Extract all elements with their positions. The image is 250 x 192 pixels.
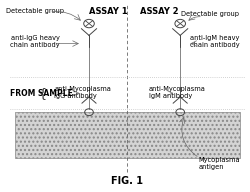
Text: FROM SAMPLE:: FROM SAMPLE: <box>10 89 76 98</box>
Text: anti-Mycoplasma
IgM antibody: anti-Mycoplasma IgM antibody <box>149 86 206 99</box>
Text: FIG. 1: FIG. 1 <box>112 176 144 186</box>
FancyBboxPatch shape <box>14 112 240 158</box>
Text: ASSAY 2: ASSAY 2 <box>140 7 179 16</box>
Text: anti-IgM heavy
chain antibody: anti-IgM heavy chain antibody <box>190 35 240 48</box>
Text: Mycoplasma
antigen: Mycoplasma antigen <box>198 157 240 170</box>
Text: ASSAY 1: ASSAY 1 <box>89 7 128 16</box>
Text: Detectable group: Detectable group <box>6 8 64 14</box>
Text: anti-Mycoplasma
IgG antibody: anti-Mycoplasma IgG antibody <box>54 86 111 99</box>
Text: Detectable group: Detectable group <box>181 11 239 17</box>
Text: anti-IgG heavy
chain antibody: anti-IgG heavy chain antibody <box>10 35 60 48</box>
Text: {: { <box>38 87 46 100</box>
